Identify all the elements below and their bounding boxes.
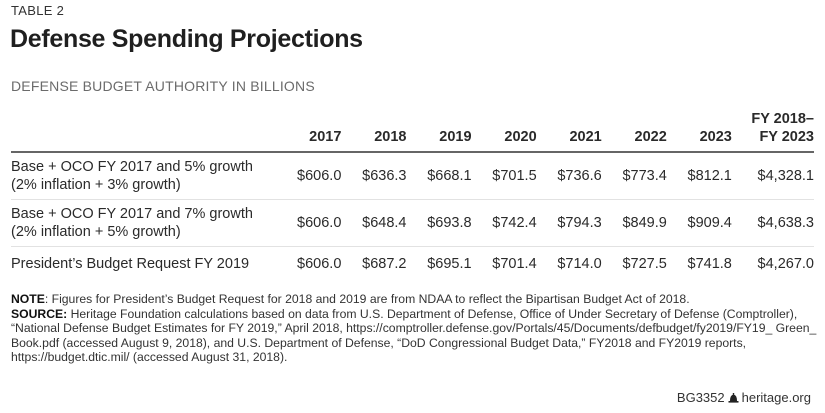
table-cell: $687.2: [362, 256, 407, 272]
table-cell-total: $4,638.3: [757, 215, 814, 231]
column-header-label: [11, 110, 276, 152]
table-cell: $606.0: [297, 256, 342, 272]
column-header: 2019: [439, 129, 472, 145]
data-table: 2017 2018 2019 2020 2021 2022 2023 FY 20…: [11, 110, 814, 281]
table-cell: $714.0: [557, 256, 602, 272]
table-cell: $773.4: [622, 168, 667, 184]
table-cell: $742.4: [492, 215, 537, 231]
table-cell: $812.1: [687, 168, 732, 184]
table-subtitle: DEFENSE BUDGET AUTHORITY IN BILLIONS: [11, 78, 315, 94]
row-label-line2: (2% inflation + 3% growth): [11, 177, 181, 193]
table-cell: $668.1: [427, 168, 472, 184]
header-row: 2017 2018 2019 2020 2021 2022 2023 FY 20…: [11, 110, 814, 152]
table-cell: $693.8: [427, 215, 472, 231]
table-cell: $849.9: [622, 215, 667, 231]
table-cell: $909.4: [687, 215, 732, 231]
row-label-line2: (2% inflation + 5% growth): [11, 224, 181, 240]
table-cell: $606.0: [297, 215, 342, 231]
column-header: 2021: [569, 129, 602, 145]
table-row: Base + OCO FY 2017 and 5% growth (2% inf…: [11, 152, 814, 200]
table-cell: $695.1: [427, 256, 472, 272]
column-header-total: FY 2018– FY 2023: [732, 110, 814, 152]
footer-credit: BG3352 heritage.org: [677, 390, 811, 405]
page-title: Defense Spending Projections: [10, 25, 363, 53]
source-label: SOURCE:: [11, 306, 68, 321]
table-cell: $736.6: [557, 168, 602, 184]
table-cell: $701.4: [492, 256, 537, 272]
table-cell: $794.3: [557, 215, 602, 231]
report-code: BG3352: [676, 390, 725, 405]
total-header-line2: FY 2023: [759, 129, 814, 145]
column-header: 2020: [504, 129, 537, 145]
table-cell-total: $4,267.0: [757, 256, 814, 272]
column-header: 2017: [309, 129, 342, 145]
table-row: President’s Budget Request FY 2019 $606.…: [11, 247, 814, 282]
total-header-line1: FY 2018–: [751, 111, 814, 127]
column-header: 2022: [634, 129, 667, 145]
source: SOURCE: Heritage Foundation calculations…: [11, 307, 821, 365]
table-label: TABLE 2: [11, 3, 65, 18]
site-link[interactable]: heritage.org: [741, 390, 811, 405]
row-label: Base + OCO FY 2017 and 7% growth (2% inf…: [11, 200, 276, 247]
row-label-line1: Base + OCO FY 2017 and 5% growth: [11, 159, 253, 175]
table-cell: $727.5: [622, 256, 667, 272]
row-label-line1: Base + OCO FY 2017 and 7% growth: [11, 206, 253, 222]
table-cell: $701.5: [492, 168, 537, 184]
liberty-bell-icon: [728, 391, 739, 403]
column-header: 2018: [374, 129, 407, 145]
table-cell-total: $4,328.1: [757, 168, 814, 184]
table-cell: $606.0: [297, 168, 342, 184]
note-text: : Figures for President’s Budget Request…: [44, 292, 690, 306]
row-label: President’s Budget Request FY 2019: [11, 256, 250, 272]
table-row: Base + OCO FY 2017 and 7% growth (2% inf…: [11, 200, 814, 247]
column-header: 2023: [699, 129, 732, 145]
note: NOTE: Figures for President’s Budget Req…: [11, 292, 821, 307]
table-cell: $741.8: [687, 256, 732, 272]
row-label: Base + OCO FY 2017 and 5% growth (2% inf…: [11, 152, 276, 200]
table-cell: $648.4: [362, 215, 407, 231]
notes-block: NOTE: Figures for President’s Budget Req…: [11, 292, 821, 365]
source-text: Heritage Foundation calculations based o…: [11, 306, 817, 365]
table-cell: $636.3: [362, 168, 407, 184]
note-label: NOTE: [11, 292, 45, 306]
